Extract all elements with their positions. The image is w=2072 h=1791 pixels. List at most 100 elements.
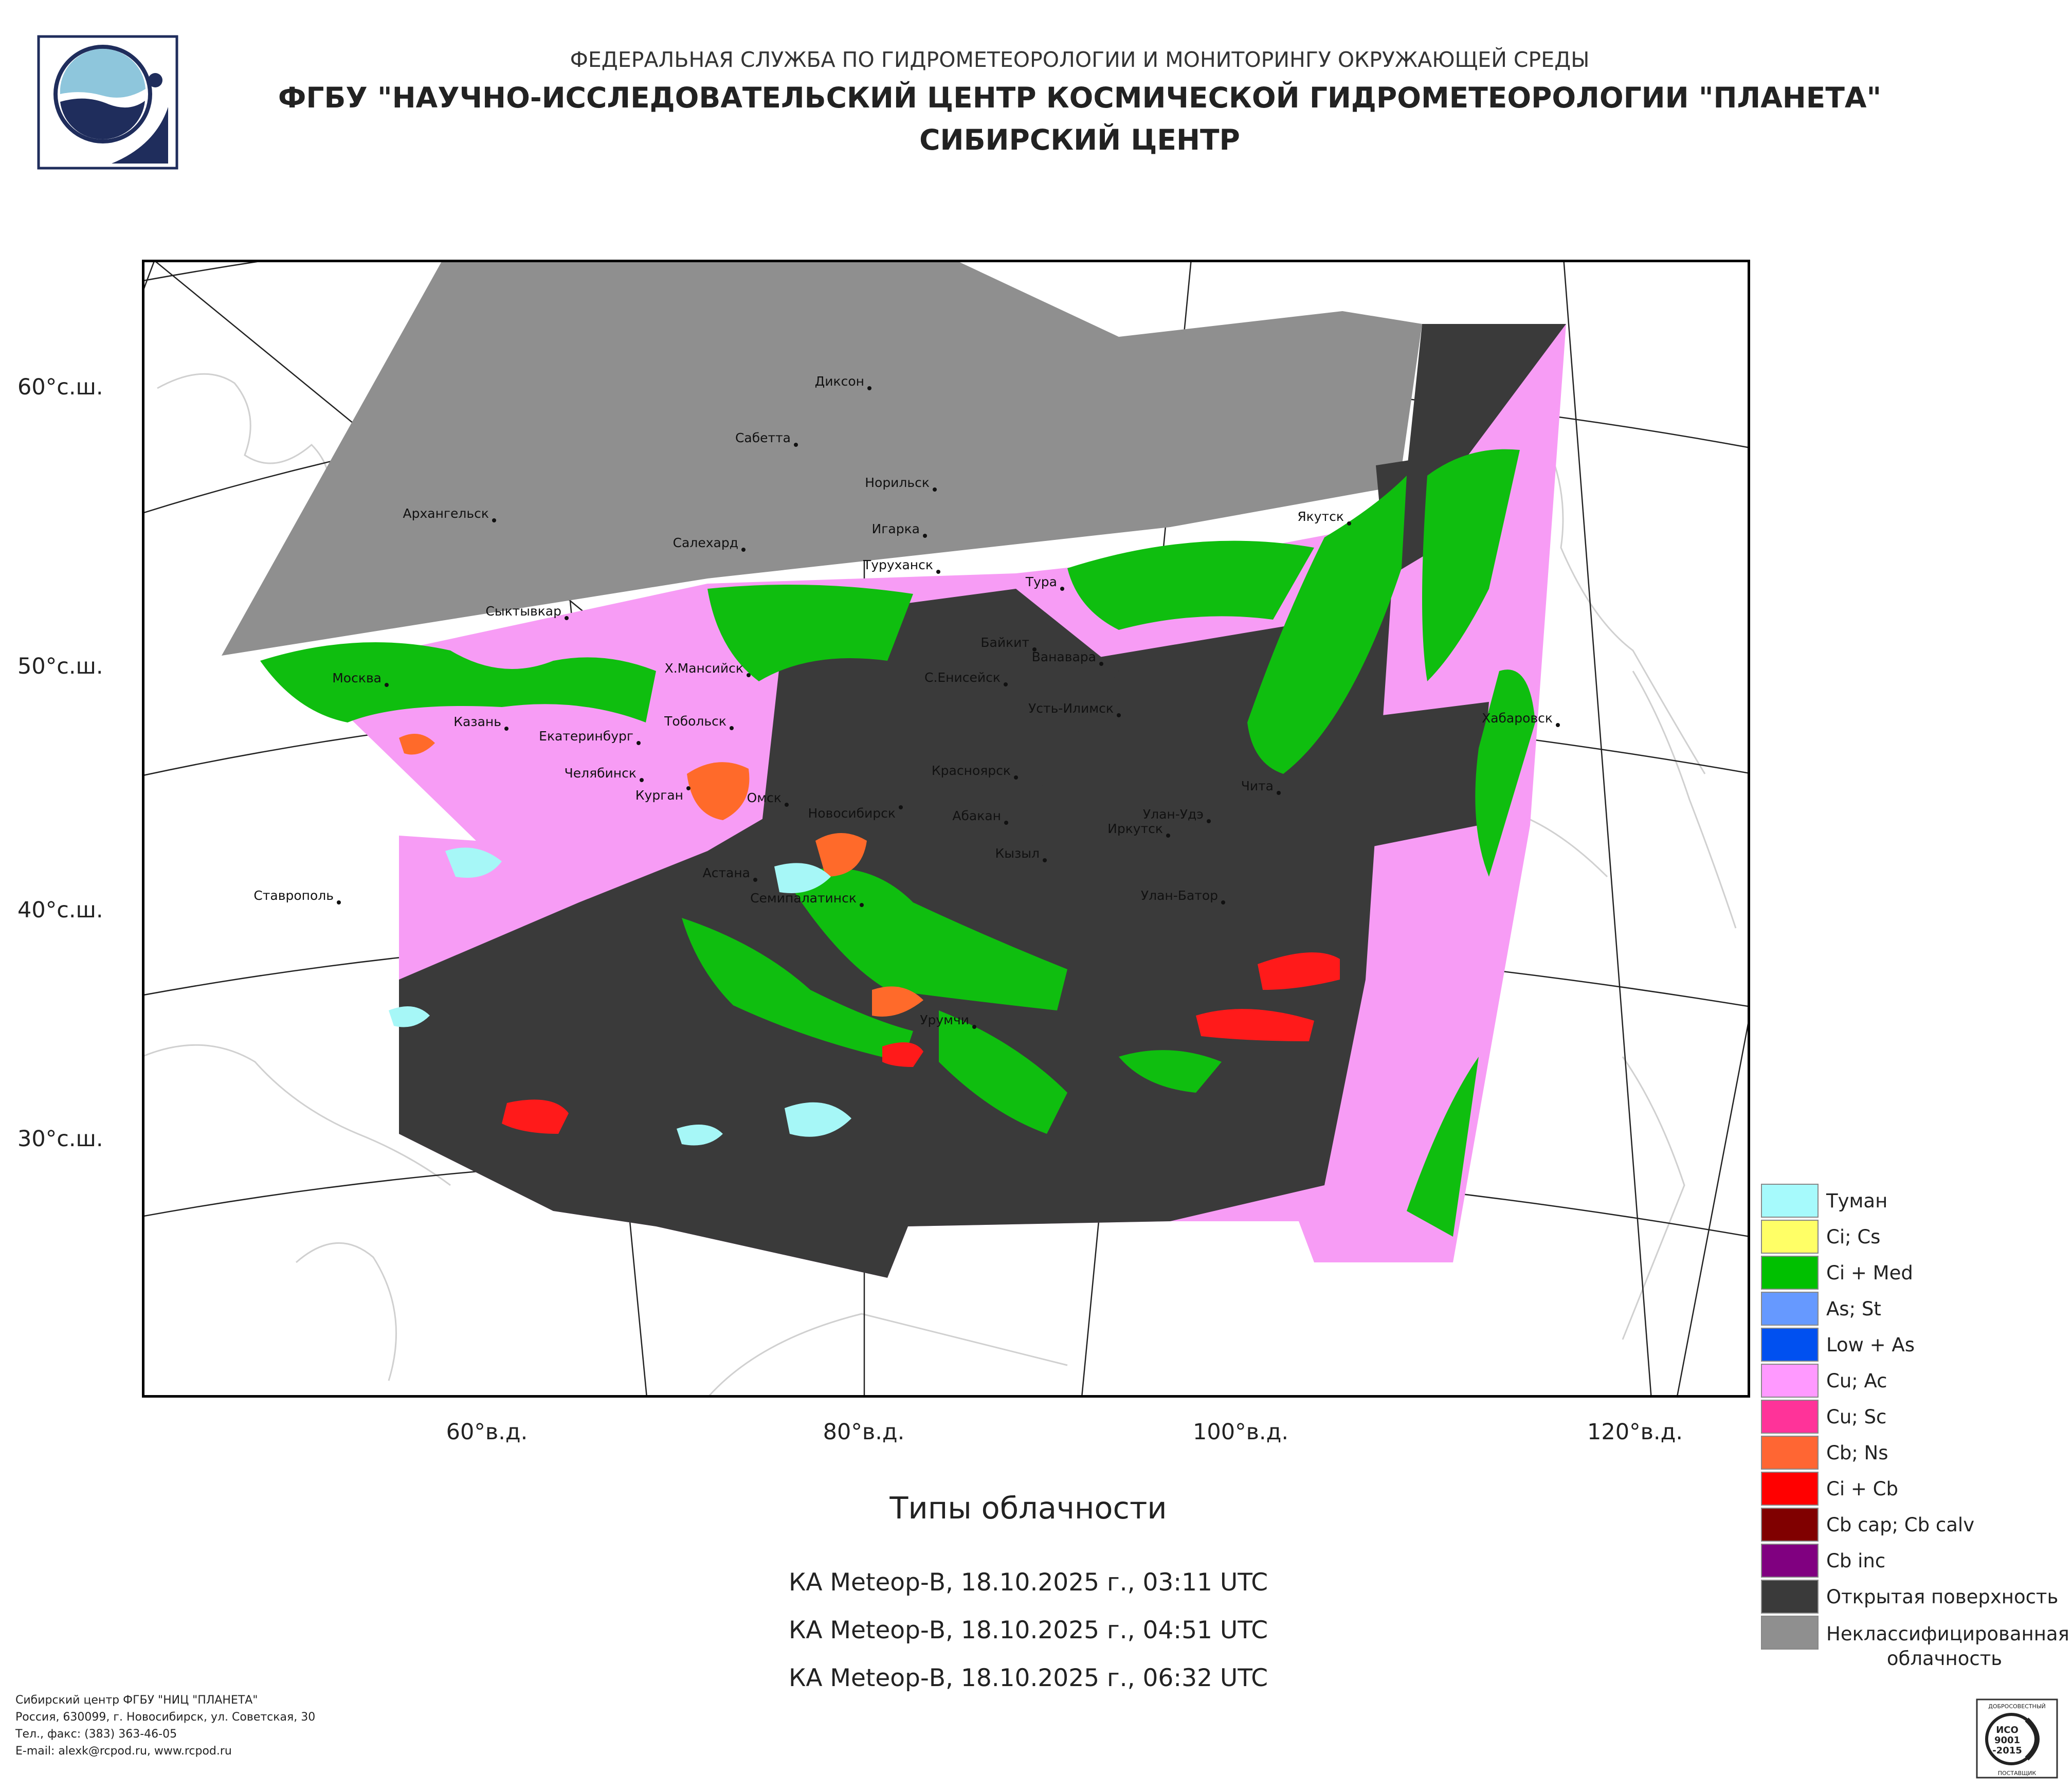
city-label: Омск <box>747 790 781 805</box>
iso-line2: 9001 <box>1994 1735 2020 1746</box>
city-label: Улан-Удэ <box>1143 807 1204 822</box>
legend-swatch <box>1761 1580 1819 1614</box>
city-label: Архангельск <box>403 506 489 521</box>
satellite-swaths <box>222 260 1566 1278</box>
org-title: ФЕДЕРАЛЬНАЯ СЛУЖБА ПО ГИДРОМЕТЕОРОЛОГИИ … <box>570 47 1590 72</box>
legend-swatch <box>1761 1256 1819 1290</box>
lat-label-60: 60°с.ш. <box>17 374 103 400</box>
legend-label: Ci; Cs <box>1826 1226 1881 1248</box>
legend-swatch <box>1761 1292 1819 1326</box>
legend-label: Cb cap; Cb calv <box>1826 1514 1975 1536</box>
city-label: Сабетта <box>735 430 791 445</box>
city-label: Салехард <box>673 535 738 550</box>
legend-swatch <box>1761 1400 1819 1434</box>
city-label: Туруханск <box>863 557 933 572</box>
lon-label-100: 100°в.д. <box>1193 1419 1288 1445</box>
cloud-green-ci-med <box>260 449 1535 1237</box>
city-label: Ставрополь <box>253 888 334 903</box>
footer-line: Сибирский центр ФГБУ "НИЦ "ПЛАНЕТА" <box>15 1694 258 1707</box>
city-label: Сыктывкар <box>485 604 561 619</box>
legend-swatch <box>1761 1436 1819 1470</box>
city-label: Казань <box>453 714 501 729</box>
city-label: Диксон <box>815 374 864 389</box>
planeta-logo <box>37 35 178 170</box>
city-label: Абакан <box>952 808 1001 823</box>
center-title: СИБИРСКИЙ ЦЕНТР <box>919 123 1240 156</box>
pass-3: КА Meteор-В, 18.10.2025 г., 06:32 UTC <box>788 1664 1268 1692</box>
pass-2: КА Meteор-В, 18.10.2025 г., 04:51 UTC <box>788 1616 1268 1644</box>
city-label: Усть-Илимск <box>1028 701 1114 716</box>
institute-title: ФГБУ "НАУЧНО-ИССЛЕДОВАТЕЛЬСКИЙ ЦЕНТР КОС… <box>278 81 1882 114</box>
legend-item: Ci + Cb <box>1761 1472 2069 1508</box>
city-label: Астана <box>703 865 750 880</box>
iso-top-text: ДОБРОСОВЕСТНЫЙ <box>1988 1703 2046 1710</box>
cloud-type-map: Диксон Сабетта Норильск Архангельск Сале… <box>142 260 1750 1398</box>
legend-swatch <box>1761 1508 1819 1542</box>
map-title: Типы облачности <box>889 1490 1167 1526</box>
legend-item: Ci; Cs <box>1761 1220 2069 1256</box>
legend-item: Cb cap; Cb calv <box>1761 1508 2069 1544</box>
legend-label: As; St <box>1826 1298 1881 1320</box>
city-label: Урумчи <box>920 1012 969 1027</box>
legend-item: Открытая поверхность <box>1761 1580 2069 1616</box>
lat-label-40: 40°с.ш. <box>17 897 103 923</box>
city-label: С.Енисейск <box>924 670 1001 685</box>
legend-swatch <box>1761 1328 1819 1362</box>
legend-swatch <box>1761 1544 1819 1578</box>
cloud-cyan-fog <box>389 847 851 1146</box>
legend-label: Cb inc <box>1826 1550 1886 1572</box>
city-label: Улан-Батор <box>1141 888 1218 903</box>
legend-item: As; St <box>1761 1292 2069 1328</box>
city-markers: Диксон Сабетта Норильск Архангельск Сале… <box>253 374 1560 1029</box>
cloud-orange-cb-ns <box>399 734 923 1017</box>
iso-bottom-text: ПОСТАВЩИК <box>1998 1770 2037 1777</box>
iso-line3: -2015 <box>1992 1745 2022 1756</box>
footer-line: Тел., факс: (383) 363-46-05 <box>15 1728 177 1741</box>
legend-swatch <box>1761 1472 1819 1506</box>
city-label: Якутск <box>1297 509 1344 524</box>
footer-contacts: Сибирский центр ФГБУ "НИЦ "ПЛАНЕТА" Росс… <box>15 1692 315 1760</box>
pass-1: КА Meteор-В, 18.10.2025 г., 03:11 UTC <box>788 1568 1268 1597</box>
legend-label: Туман <box>1826 1190 1888 1212</box>
legend-item: Cb inc <box>1761 1544 2069 1580</box>
city-label: Москва <box>332 671 381 685</box>
city-label: Иркутск <box>1107 821 1163 836</box>
lon-label-60: 60°в.д. <box>446 1419 528 1445</box>
legend-label: Low + As <box>1826 1334 1915 1356</box>
city-label: Челябинск <box>565 766 637 781</box>
legend-label: Cu; Ac <box>1826 1370 1887 1392</box>
city-label: Красноярск <box>932 763 1011 778</box>
city-label: Семипалатинск <box>750 891 857 906</box>
city-label: Тура <box>1025 574 1057 589</box>
legend-swatch <box>1761 1184 1819 1218</box>
city-label: Новосибирск <box>808 806 896 821</box>
map-frame <box>142 260 1750 1398</box>
city-label: Ванавара <box>1032 649 1096 664</box>
lat-label-50: 50°с.ш. <box>17 654 103 679</box>
legend-label: Ci + Med <box>1826 1262 1913 1284</box>
legend-label: Неклассифицированная облачность <box>1826 1623 2069 1670</box>
city-label: Чита <box>1241 779 1274 793</box>
city-label: Тобольск <box>664 714 726 729</box>
iso-badge: ДОБРОСОВЕСТНЫЙ ИСО 9001 -2015 ПОСТАВЩИК <box>1975 1698 2059 1779</box>
legend-item: Неклассифицированная облачность <box>1761 1616 2069 1672</box>
legend-label: Cu; Sc <box>1826 1406 1887 1428</box>
legend-label: Cb; Ns <box>1826 1442 1888 1464</box>
city-label: Игарка <box>872 521 920 536</box>
legend-item: Cu; Ac <box>1761 1364 2069 1400</box>
lon-label-120: 120°в.д. <box>1587 1419 1683 1445</box>
legend-swatch <box>1761 1364 1819 1398</box>
legend-item: Low + As <box>1761 1328 2069 1364</box>
legend-label: Открытая поверхность <box>1826 1586 2059 1608</box>
legend-swatch <box>1761 1616 1819 1650</box>
iso-line1: ИСО <box>1996 1725 2019 1735</box>
legend-item: Туман <box>1761 1184 2069 1220</box>
cloud-red-ci-cb <box>502 952 1340 1134</box>
city-label: Кызыл <box>995 846 1040 861</box>
city-label: Хабаровск <box>1482 711 1553 726</box>
city-label: Курган <box>635 788 683 803</box>
legend-item: Ci + Med <box>1761 1256 2069 1292</box>
city-label: Норильск <box>865 475 930 490</box>
city-label: Екатеринбург <box>539 729 633 744</box>
footer-line: E-mail: alexk@rcpod.ru, www.rcpod.ru <box>15 1745 232 1758</box>
